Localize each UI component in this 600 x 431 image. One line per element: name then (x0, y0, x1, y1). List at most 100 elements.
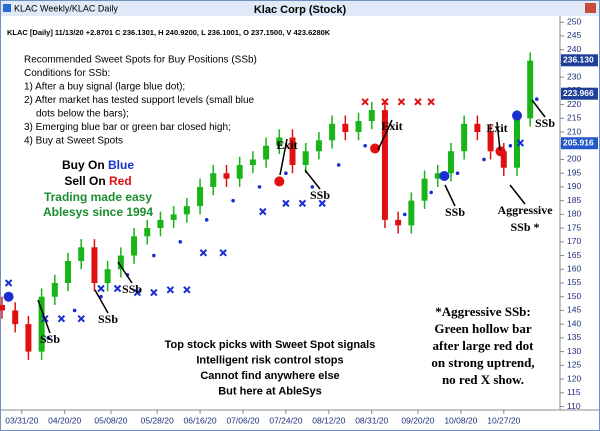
stop-dot (257, 185, 262, 189)
stop-dot (310, 185, 315, 189)
y-tick-label: 210 (567, 126, 581, 136)
promo-line: Top stock picks with Sweet Spot signals (165, 339, 376, 351)
stop-dot (482, 157, 486, 162)
chart-title: Klac Corp (Stock) (254, 4, 347, 16)
stop-dot (402, 212, 407, 217)
stop-dot (231, 198, 235, 203)
x-tick-label: 03/31/20 (5, 415, 38, 425)
price-tag-label: 223.966 (563, 88, 594, 98)
bar-body (197, 186, 204, 207)
bar-body (104, 269, 111, 283)
blue-x (77, 314, 85, 323)
blue-x (97, 284, 105, 293)
exit-signal (274, 176, 285, 187)
y-tick-label: 110 (567, 401, 581, 411)
tagline: Ablesys since 1994 (43, 205, 153, 219)
price-tag-label: 205.916 (563, 137, 594, 147)
slogan-text: Buy On (62, 158, 105, 172)
annotation-arrow (304, 169, 321, 190)
bar-body (434, 173, 441, 179)
y-tick-label: 230 (567, 71, 581, 81)
stop-dot (534, 97, 539, 101)
x-tick-label: 07/24/20 (269, 415, 302, 425)
slogan: Sell On Red (64, 174, 131, 188)
y-tick-label: 170 (567, 236, 581, 246)
red-x (397, 98, 406, 106)
bar-body (487, 132, 494, 152)
close-button[interactable] (585, 3, 596, 13)
bar-body (276, 137, 283, 146)
promo-line: Cannot find anywhere else (200, 370, 339, 382)
blue-x (183, 286, 191, 294)
price-tag-label: 236.130 (563, 55, 594, 65)
annotation: SSb (535, 116, 555, 130)
blue-x (282, 199, 290, 208)
annotation-arrow (509, 184, 526, 205)
bar-body (117, 255, 124, 270)
annotation: Exit (486, 121, 507, 135)
blue-x (166, 286, 175, 294)
aggressive-note: *Aggressive SSb: (435, 304, 530, 319)
bar-body (408, 200, 415, 226)
note-line: dots below the bars); (36, 109, 129, 120)
annotation: SSb * (510, 220, 539, 234)
buy-signal (3, 291, 14, 302)
bar-body (131, 236, 138, 256)
bar-body (210, 173, 217, 187)
annotation-arrow (531, 99, 546, 118)
y-tick-label: 165 (567, 250, 581, 260)
red-x (414, 98, 422, 106)
annotation-arrow (496, 121, 501, 151)
stop-dot (284, 171, 288, 175)
bar-body (342, 123, 349, 133)
x-tick-label: 04/20/20 (48, 415, 81, 425)
bar-body (25, 324, 32, 352)
note-line: 1) After a buy signal (large blue dot); (24, 82, 185, 93)
x-tick-label: 05/08/20 (94, 415, 127, 425)
bar-body (263, 145, 270, 160)
y-tick-label: 185 (567, 195, 581, 205)
y-tick-label: 150 (567, 291, 581, 301)
window-title: KLAC Weekly/KLAC Daily (14, 3, 118, 13)
note-line: Recommended Sweet Spots for Buy Position… (24, 55, 257, 66)
bar-body (91, 247, 98, 283)
y-tick-label: 195 (567, 167, 581, 177)
aggressive-note: Green hollow bar (434, 321, 531, 336)
aggressive-note: no red X show. (442, 372, 524, 387)
annotation-arrow (377, 119, 393, 151)
bar-body (236, 164, 243, 179)
note-line: 4) Buy at Sweet Spots (24, 136, 123, 147)
bar-body (355, 121, 362, 133)
y-tick-label: 220 (567, 99, 581, 109)
tagline: Trading made easy (44, 190, 152, 204)
promo-line: Intelligent risk control stops (196, 354, 343, 366)
y-tick-label: 125 (567, 360, 581, 370)
y-tick-label: 120 (567, 373, 581, 383)
stop-dot (429, 190, 433, 195)
bar-body (315, 140, 322, 152)
bar-body (170, 214, 177, 220)
bar-body (157, 219, 164, 229)
title-bar (1, 1, 599, 16)
annotation: Exit (276, 138, 297, 152)
bar-body (461, 123, 468, 152)
bar-body (249, 159, 256, 165)
x-tick-label: 10/08/20 (444, 415, 477, 425)
note-line: Conditions for SSb: (24, 68, 110, 79)
y-tick-label: 140 (567, 318, 581, 328)
buy-signal (511, 110, 522, 121)
x-tick-label: 07/06/20 (226, 415, 259, 425)
x-tick-label: 10/27/20 (487, 415, 520, 425)
exit-signal (495, 146, 506, 157)
annotation: SSb (310, 188, 330, 202)
blue-x (113, 284, 122, 293)
stop-dot (72, 308, 77, 313)
slogan-word: Red (109, 174, 132, 188)
blue-x (219, 249, 227, 257)
bar-body (500, 151, 507, 168)
blue-x (259, 207, 267, 216)
blue-x (150, 288, 158, 297)
bar-body (38, 296, 45, 352)
stop-dot (363, 143, 367, 148)
